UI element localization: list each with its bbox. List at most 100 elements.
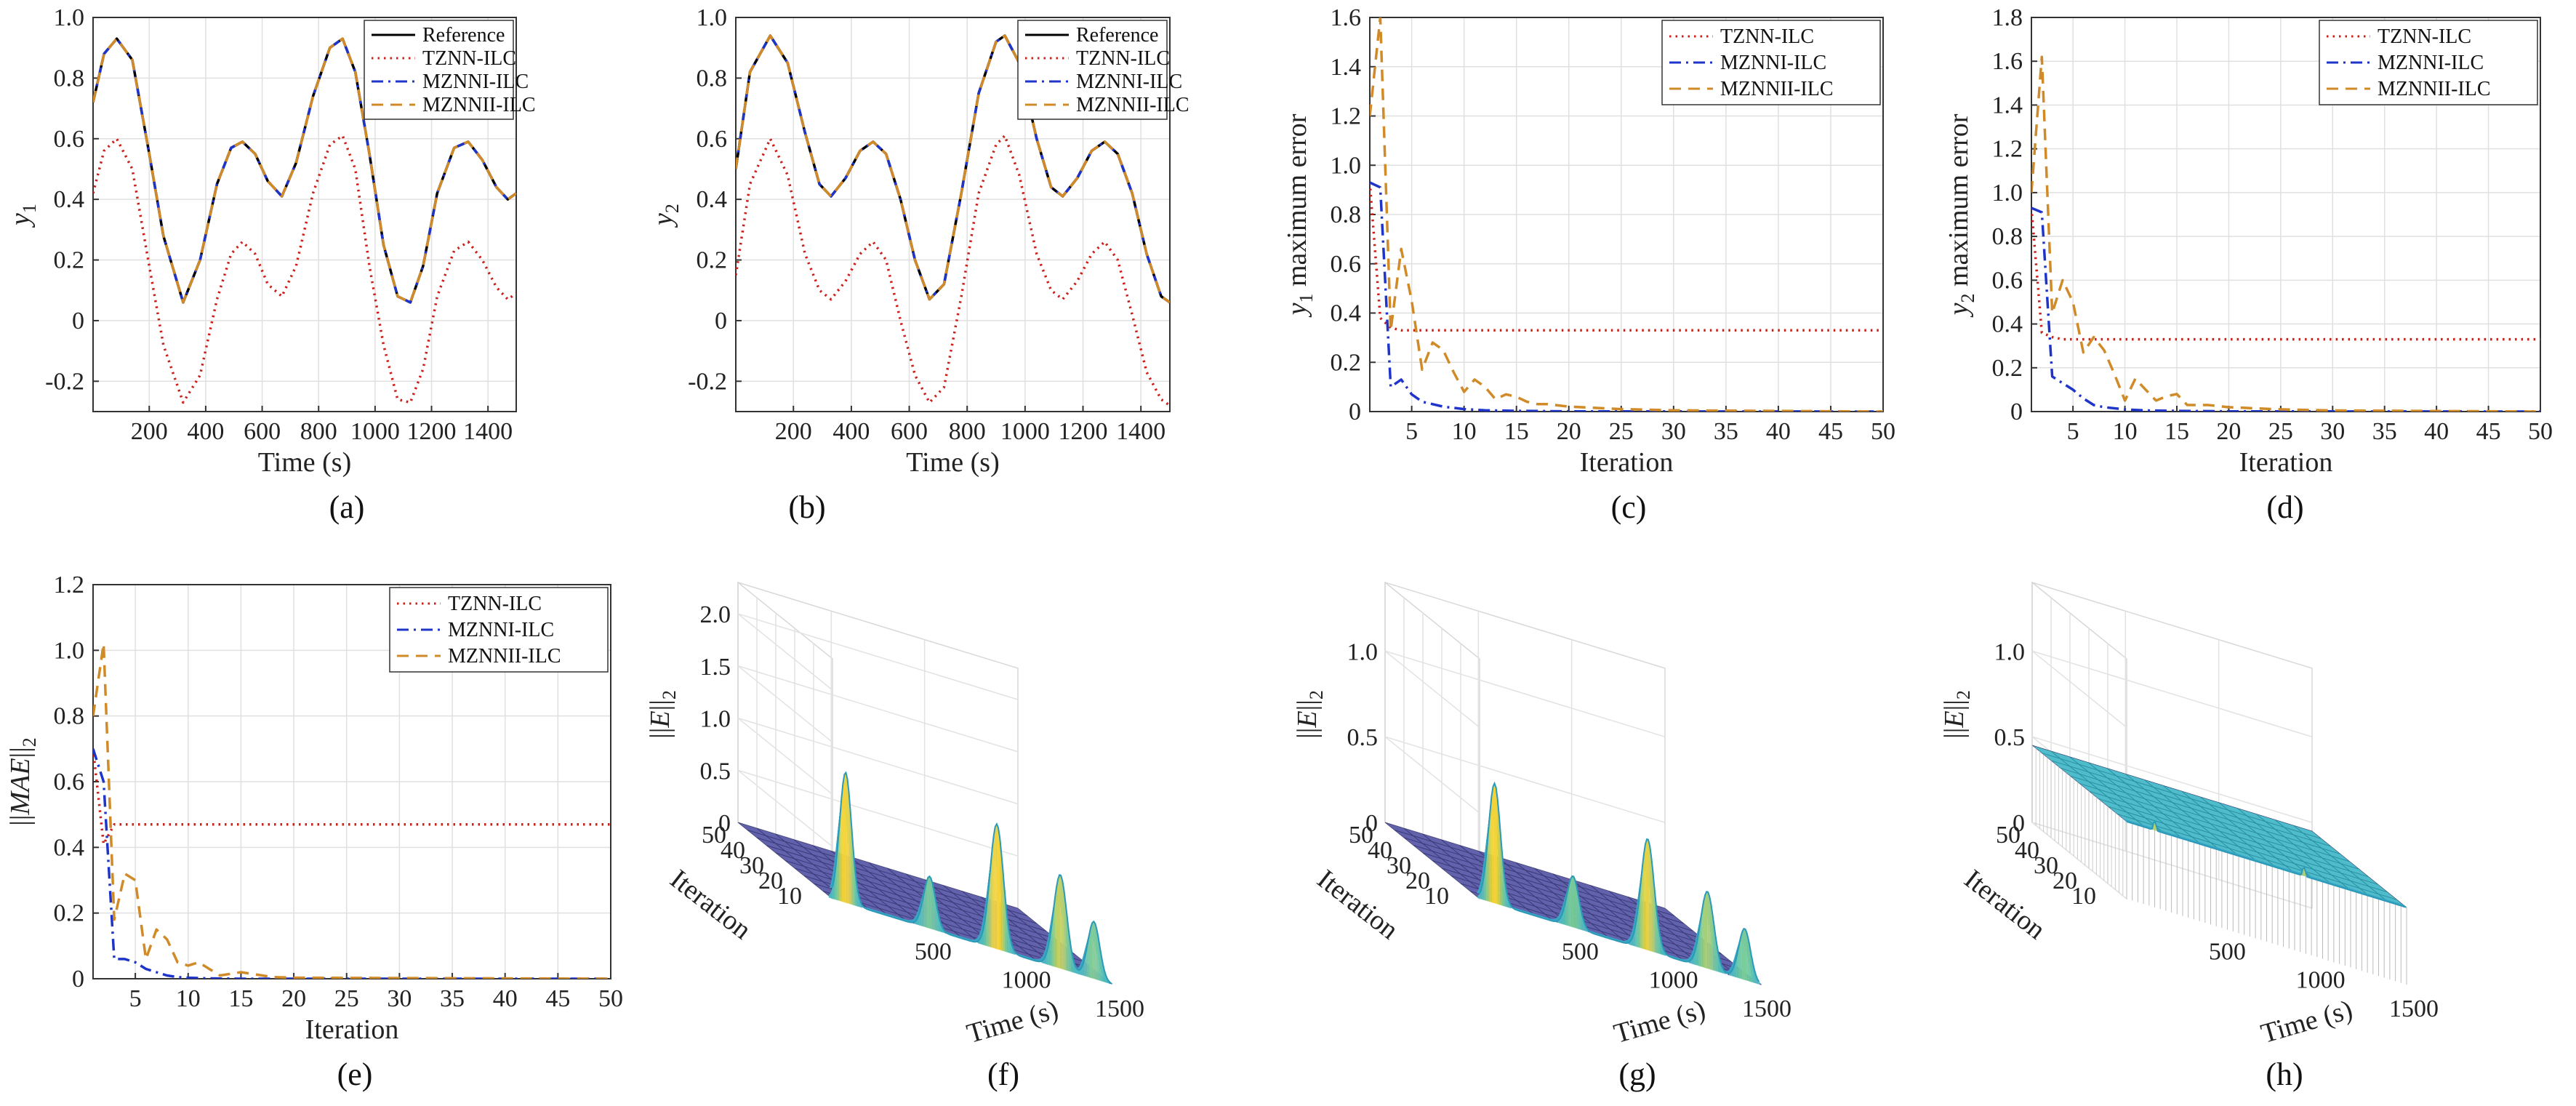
peak-fill — [844, 772, 846, 903]
peak-fill — [928, 876, 930, 929]
z-gridline — [2031, 650, 2313, 738]
z-axis-label-bars: || — [645, 700, 675, 710]
peak-fill — [1092, 921, 1094, 979]
y-tick-label: 1.6 — [1992, 48, 2023, 75]
y-axis-label: y1 maximum error — [1282, 113, 1317, 318]
y-axis-label-var: y — [5, 213, 36, 228]
mesh-line — [2079, 782, 2360, 870]
peak-fill — [923, 886, 926, 928]
x-tick-label: 600 — [891, 418, 928, 445]
surface-plot-f: 00.51.01.52.0||E||21020304050Iteration50… — [645, 581, 1144, 1092]
legend-entry: TZNN-ILC — [448, 593, 542, 615]
iteration-tick-label: 40 — [2015, 837, 2039, 864]
y-tick-label: 1.0 — [54, 4, 85, 31]
y-tick-label: 0.6 — [54, 126, 85, 153]
subfigure-caption: (f) — [987, 1057, 1019, 1092]
subfigure-caption: (e) — [337, 1057, 373, 1092]
iteration-tick-label: 10 — [1424, 883, 1449, 910]
mesh-line — [2125, 773, 2219, 849]
peak-fill — [1704, 893, 1706, 969]
series-line-tznn-ilc — [736, 134, 1170, 407]
z-gridline — [737, 665, 1019, 753]
y-tick-label: 0 — [1349, 398, 1361, 425]
y-tick-label: 0.6 — [1331, 251, 1362, 278]
y-axis-label: y2 — [648, 204, 683, 228]
z-tick-label: 1.0 — [1994, 638, 2026, 665]
x-axis-label: Iteration — [2239, 447, 2333, 478]
x-axis-label: Iteration — [1580, 447, 1674, 478]
series-line-tznn-ilc — [1370, 182, 1883, 332]
mesh-line — [775, 852, 1056, 939]
peak-fill — [1064, 897, 1067, 971]
mesh-line — [2199, 796, 2293, 873]
series-line-mznni-ilc — [1370, 181, 1883, 412]
peak-fill — [1056, 876, 1059, 969]
y-tick-label: 0.6 — [54, 769, 85, 796]
peak-fill — [848, 787, 850, 905]
z-tick-label: 0.5 — [1994, 724, 2026, 751]
peak-fill — [1641, 862, 1643, 949]
peak-fill — [1760, 982, 1762, 985]
peak-fill — [1095, 923, 1097, 980]
y-axis-label-sub: 1 — [1296, 294, 1317, 303]
back-wall-rear — [737, 581, 1019, 910]
peak-fill — [1658, 925, 1661, 955]
iteration-tick-label: 30 — [1387, 852, 1411, 879]
mesh-line — [2218, 802, 2312, 878]
mesh-line — [747, 830, 1028, 916]
legend-entry: Reference — [1076, 24, 1158, 47]
y-axis-label-sub: 1 — [19, 204, 40, 213]
subfigure-caption: (g) — [1618, 1057, 1656, 1092]
time-tick-label: 500 — [2209, 938, 2246, 965]
mesh-line — [2106, 768, 2200, 843]
mesh-line — [1422, 852, 1704, 939]
z-tick-label: 2.0 — [700, 601, 731, 628]
x-tick-label: 1400 — [1116, 418, 1165, 445]
z-axis-label-bars: || — [645, 728, 675, 739]
mesh-line — [2237, 808, 2331, 883]
mesh-line — [2143, 779, 2237, 855]
subfigure-caption: (h) — [2266, 1057, 2303, 1092]
peak-fill — [1712, 910, 1714, 971]
peak-fill — [1477, 894, 1480, 899]
legend-entry: TZNN-ILC — [2378, 25, 2471, 48]
series-line-tznn-ilc — [93, 134, 516, 404]
y-tick-label: 1.4 — [1331, 54, 1362, 81]
peak-fill — [1710, 900, 1712, 970]
legend-entry: MZNNII-ILC — [1076, 94, 1189, 116]
y-axis-label-var: y — [1282, 302, 1312, 318]
peak-fill — [1749, 941, 1751, 982]
peak-fill — [830, 890, 832, 899]
z-axis-label-var: E — [1939, 710, 1970, 728]
peak-fill — [1060, 874, 1062, 969]
y-tick-label: 0.2 — [1992, 355, 2023, 382]
z-gridline — [737, 613, 1019, 700]
peak-fill — [998, 828, 1000, 950]
peak-fill — [1088, 932, 1090, 978]
peak-fill — [843, 775, 845, 902]
y-axis-label-rest: maximum error — [1282, 113, 1312, 293]
iteration-tick-label: 20 — [2053, 867, 2077, 894]
y-tick-label: 1.0 — [1992, 180, 2023, 207]
x-tick-label: 200 — [131, 418, 168, 445]
time-tick-label: 1000 — [1002, 967, 1051, 994]
z-axis-label-sub: 2 — [1306, 690, 1327, 700]
x-tick-label: 1200 — [1059, 418, 1108, 445]
chart-b: 200 400 600 800 1000 1200 1400 -0.2 0 0.2 0.4 0.6 0.… — [648, 4, 1189, 525]
x-tick-label: 1000 — [350, 418, 400, 445]
legend-entry: MZNNII-ILC — [448, 645, 561, 668]
x-tick-label: 10 — [176, 985, 201, 1012]
peak-fill — [1709, 894, 1711, 970]
mesh-line — [2088, 790, 2370, 878]
peak-fill — [1497, 796, 1499, 905]
legend-entry: TZNN-ILC — [422, 47, 516, 70]
peak-fill — [1491, 786, 1493, 903]
peak-fill — [996, 824, 999, 950]
plot-frame — [735, 17, 1171, 412]
peak-fill — [926, 877, 928, 929]
y-tick-label: 0.4 — [54, 834, 85, 861]
z-axis-label: ||E||2 — [645, 690, 680, 739]
iteration-tick-label: 20 — [758, 867, 783, 894]
surface-front-edge — [1479, 781, 1760, 982]
series-line-mznnii-ilc — [93, 37, 516, 304]
